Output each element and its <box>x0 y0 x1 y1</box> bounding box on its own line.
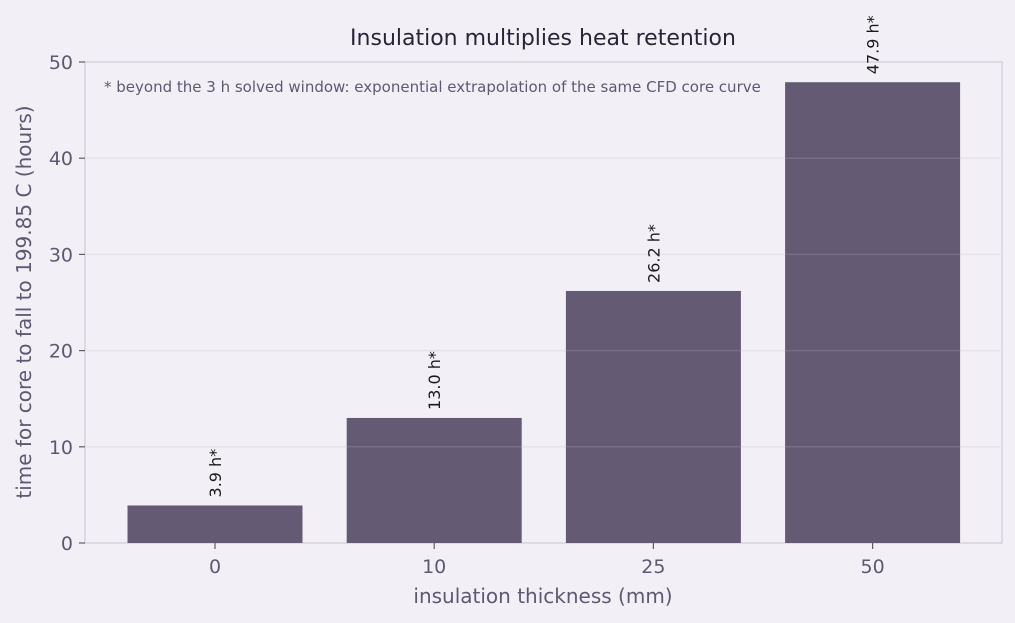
x-tick-label: 50 <box>861 556 885 578</box>
y-tick-label: 50 <box>49 52 73 74</box>
y-tick-label: 40 <box>49 148 73 170</box>
chart-title: Insulation multiplies heat retention <box>350 26 736 51</box>
data-label: 47.9 h* <box>864 15 883 74</box>
bar-50 <box>785 82 961 544</box>
data-label: 26.2 h* <box>644 224 663 283</box>
bar-25 <box>565 290 741 543</box>
data-label: 3.9 h* <box>206 449 225 498</box>
y-tick-label: 20 <box>49 341 73 363</box>
x-tick-label: 0 <box>209 556 221 578</box>
axis-ticks: 0 10 20 30 40 50 0 10 25 50 <box>49 52 885 578</box>
y-tick-label: 10 <box>49 437 73 459</box>
x-tick-label: 25 <box>641 556 665 578</box>
bar-10 <box>346 417 522 543</box>
data-label: 13.0 h* <box>425 351 444 410</box>
x-axis-label: insulation thickness (mm) <box>413 584 672 608</box>
x-tick-label: 10 <box>422 556 446 578</box>
bars <box>127 82 961 544</box>
y-axis-label: time for core to fall to 199.85 C (hours… <box>12 105 36 498</box>
bar-0 <box>127 505 303 543</box>
y-tick-label: 30 <box>49 244 73 266</box>
y-tick-label: 0 <box>61 533 73 555</box>
data-labels: 3.9 h* 13.0 h* 26.2 h* 47.9 h* <box>85 15 1002 497</box>
chart-annotation: * beyond the 3 h solved window: exponent… <box>104 78 761 96</box>
